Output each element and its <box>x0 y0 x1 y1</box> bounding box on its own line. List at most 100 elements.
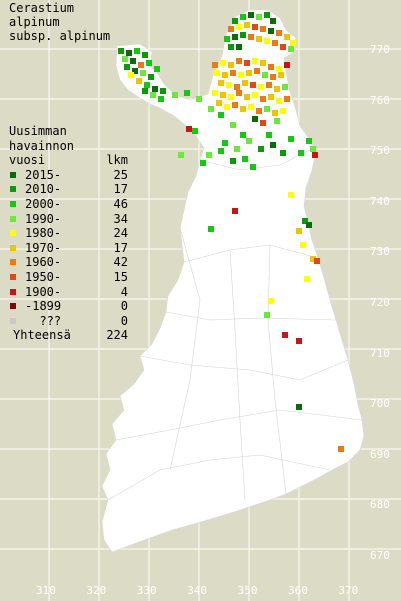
observation-marker <box>244 22 250 28</box>
observation-marker <box>236 58 242 64</box>
observation-marker <box>282 84 288 90</box>
legend-swatch <box>10 200 16 207</box>
observation-marker <box>276 30 282 36</box>
observation-marker <box>264 312 270 318</box>
observation-marker <box>280 108 286 114</box>
observation-marker <box>128 72 134 78</box>
observation-marker <box>248 34 254 40</box>
legend-swatch <box>10 259 16 266</box>
observation-marker <box>304 276 310 282</box>
legend-item-label: 1960- <box>25 255 62 270</box>
observation-marker <box>148 74 154 80</box>
legend-item-label: 1970- <box>25 240 62 255</box>
title-line-3: subsp. alpinum <box>9 29 111 43</box>
observation-marker <box>230 158 236 164</box>
legend-item-label: 2015- <box>25 167 62 182</box>
legend-item: 1900- 4 <box>9 285 128 300</box>
observation-marker <box>240 32 246 38</box>
legend-header-count: lkm <box>106 153 128 168</box>
legend-header-3: vuosi lkm <box>9 153 128 168</box>
y-tick-label: 740 <box>370 194 390 208</box>
observation-marker <box>238 72 244 78</box>
observation-marker <box>312 152 318 158</box>
observation-marker <box>290 40 296 46</box>
y-tick-label: 730 <box>370 245 390 259</box>
observation-marker <box>154 66 160 72</box>
x-tick-label: 350 <box>237 584 258 597</box>
observation-marker <box>220 60 226 66</box>
observation-marker <box>228 26 234 32</box>
observation-marker <box>206 152 212 158</box>
observation-marker <box>272 110 278 116</box>
observation-marker <box>236 44 242 50</box>
observation-marker <box>216 100 222 106</box>
observation-marker <box>228 44 234 50</box>
observation-marker <box>224 36 230 42</box>
observation-marker <box>252 92 258 98</box>
legend-item-label: 2010- <box>25 182 62 197</box>
legend-item-count: 34 <box>113 211 128 226</box>
observation-marker <box>284 34 290 40</box>
legend-item-count: 42 <box>113 255 128 270</box>
observation-marker <box>250 164 256 170</box>
observation-marker <box>242 80 248 86</box>
observation-marker <box>268 28 274 34</box>
legend-item-label: 1950- <box>25 269 62 284</box>
legend-item: 2015- 25 <box>9 168 128 183</box>
x-tick-label: 370 <box>338 584 359 597</box>
legend-swatch <box>10 186 16 193</box>
y-tick-label: 690 <box>370 447 390 461</box>
observation-marker <box>232 208 238 214</box>
observation-marker <box>260 96 266 102</box>
x-tick-label: 340 <box>187 584 208 597</box>
observation-marker <box>266 132 272 138</box>
legend-item: 1990- 34 <box>9 212 128 227</box>
y-tick-label: 720 <box>370 296 390 309</box>
observation-marker <box>274 86 280 92</box>
y-tick-label: 750 <box>370 144 390 158</box>
observation-marker <box>256 36 262 42</box>
observation-markers <box>118 12 344 452</box>
observation-marker <box>172 92 178 98</box>
observation-marker <box>278 72 284 78</box>
observation-marker <box>276 98 282 104</box>
observation-marker <box>132 68 138 74</box>
legend-item-label: -1899 <box>25 299 62 314</box>
legend-total: Yhteensä 224 <box>9 328 128 343</box>
observation-marker <box>288 46 294 52</box>
legend-item: 1960- 42 <box>9 255 128 270</box>
title-line-1: Cerastium <box>9 1 75 15</box>
observation-marker <box>246 70 252 76</box>
observation-marker <box>234 146 240 152</box>
observation-marker <box>254 68 260 74</box>
observation-marker <box>138 62 144 68</box>
y-tick-label: 760 <box>370 93 390 107</box>
observation-marker <box>272 40 278 46</box>
observation-marker <box>260 120 266 126</box>
legend-total-label: Yhteensä <box>13 328 71 343</box>
region-borders <box>107 149 363 501</box>
legend-swatch <box>10 303 16 310</box>
observation-marker <box>270 142 276 148</box>
observation-marker <box>212 62 218 68</box>
observation-marker <box>158 96 164 102</box>
observation-marker <box>152 86 158 92</box>
legend: Uusimman havainnon vuosi lkm 2015- 25 2010-… <box>9 124 128 343</box>
legend-swatch <box>10 215 16 222</box>
y-tick-label: 680 <box>370 498 390 512</box>
observation-marker <box>264 106 270 112</box>
legend-item: 1970- 17 <box>9 241 128 256</box>
legend-item-count: 0 <box>120 313 128 328</box>
observation-marker <box>338 446 344 452</box>
observation-marker <box>306 222 312 228</box>
legend-swatch <box>10 288 16 295</box>
observation-marker <box>186 126 192 132</box>
observation-marker <box>124 64 130 70</box>
observation-marker <box>200 160 206 166</box>
observation-marker <box>296 404 302 410</box>
legend-swatch <box>10 244 16 251</box>
observation-marker <box>250 82 256 88</box>
legend-item-count: 24 <box>113 226 128 241</box>
legend-item-count: 46 <box>113 196 128 211</box>
legend-swatch <box>10 317 16 324</box>
